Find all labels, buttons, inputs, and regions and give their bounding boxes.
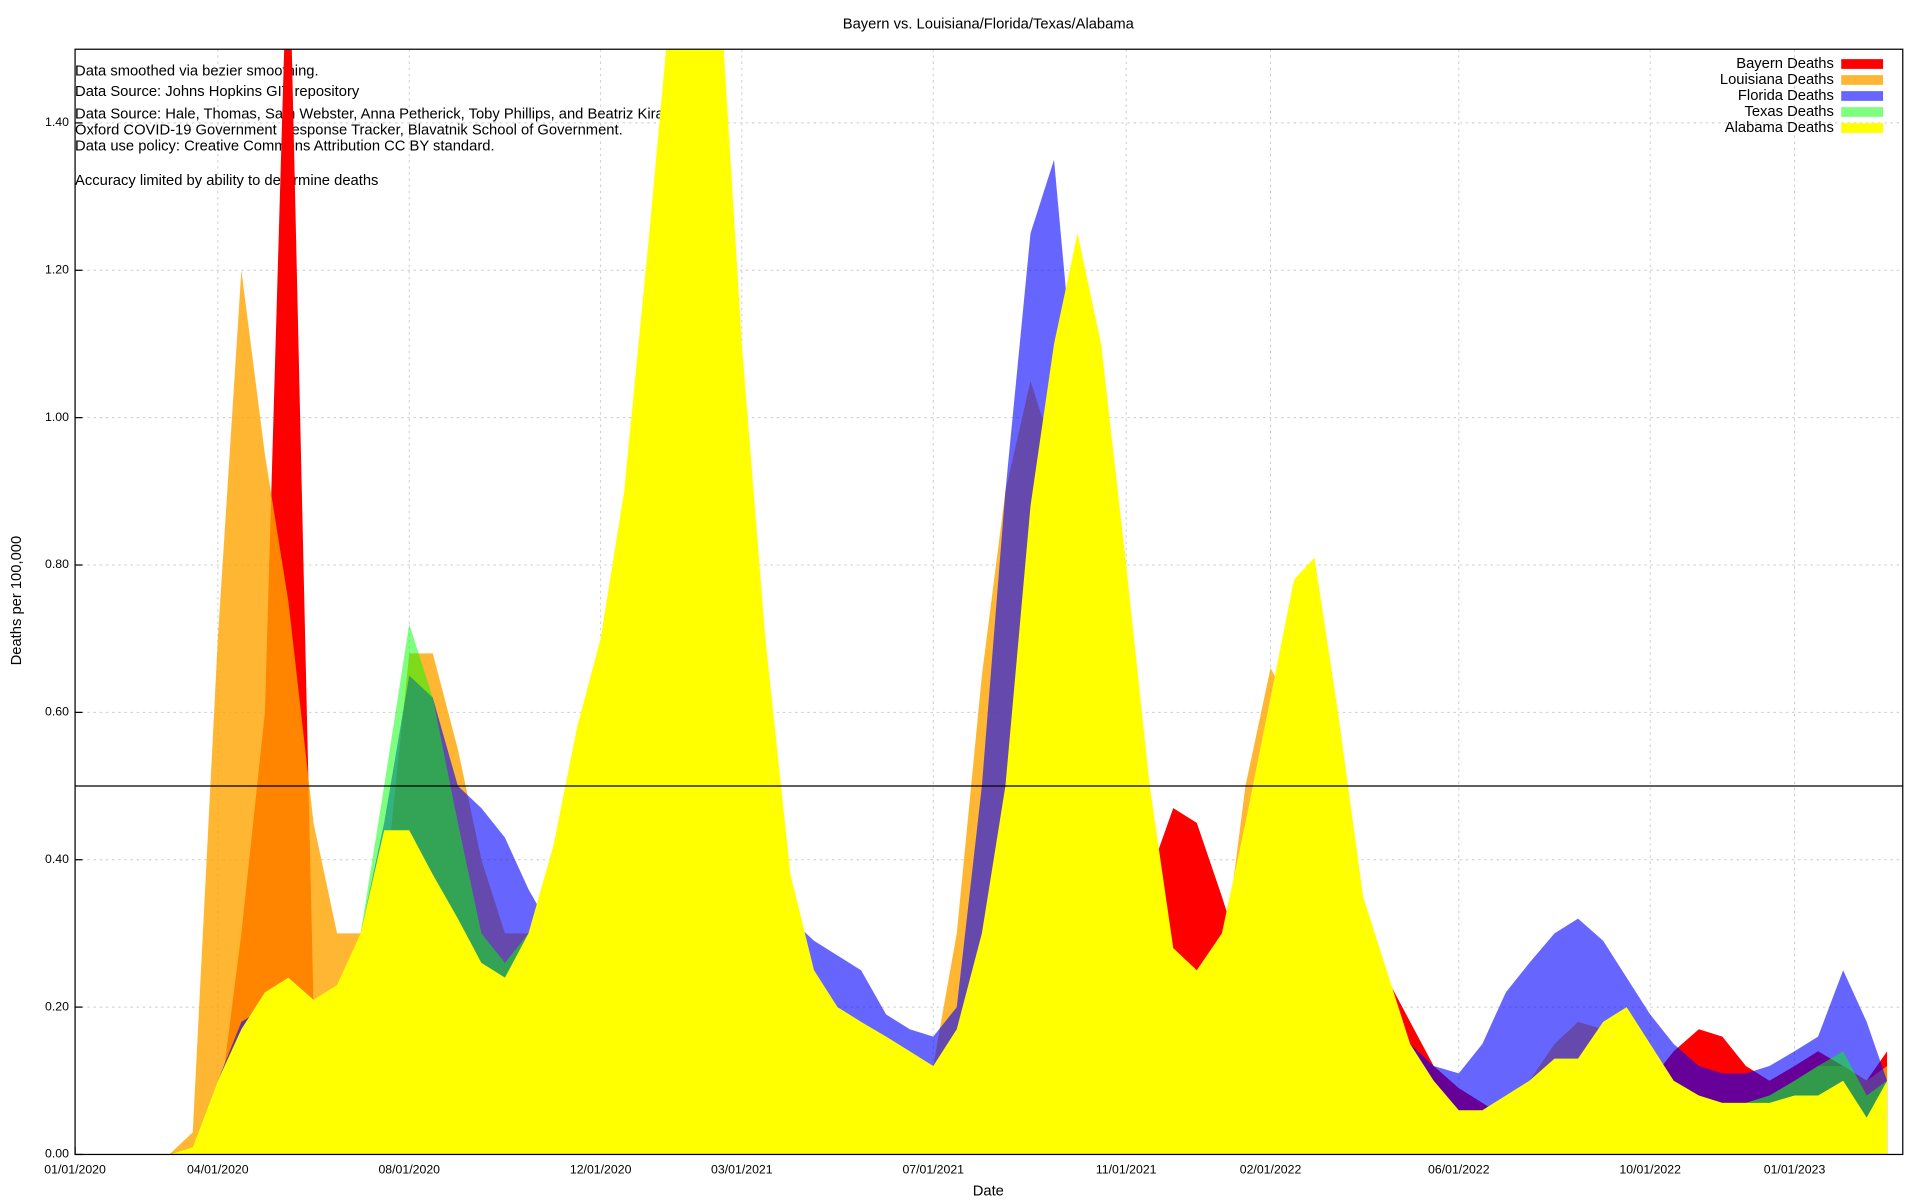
annotation: Data Source: Hale, Thomas, Sam Webster, … — [75, 106, 719, 122]
x-tick-label: 07/01/2021 — [902, 1163, 964, 1177]
x-tick-label: 06/01/2022 — [1428, 1163, 1490, 1177]
x-tick-label: 01/01/2020 — [44, 1163, 106, 1177]
annotation: Data Source: Johns Hopkins GIT repositor… — [75, 84, 360, 100]
x-tick-label: 10/01/2022 — [1619, 1163, 1681, 1177]
x-tick-label: 08/01/2020 — [378, 1163, 440, 1177]
x-tick-label: 03/01/2021 — [711, 1163, 773, 1177]
x-tick-label: 02/01/2022 — [1240, 1163, 1302, 1177]
legend-label: Alabama Deaths — [1725, 120, 1834, 136]
y-tick-label: 0.80 — [45, 557, 69, 571]
chart-title: Bayern vs. Louisiana/Florida/Texas/Alaba… — [843, 17, 1135, 33]
x-tick-label: 04/01/2020 — [187, 1163, 249, 1177]
y-tick-label: 0.20 — [45, 999, 69, 1013]
annotation: Accuracy limited by ability to determine… — [75, 173, 378, 189]
area-series — [169, 49, 1888, 1155]
legend-label: Louisiana Deaths — [1720, 72, 1834, 88]
y-tick-label: 1.40 — [45, 115, 69, 129]
legend-label: Texas Deaths — [1744, 104, 1833, 120]
x-axis-label: Date — [973, 1183, 1004, 1199]
legend-label: Bayern Deaths — [1736, 56, 1834, 72]
y-tick-label: 0.40 — [45, 852, 69, 866]
y-tick-label: 0.00 — [45, 1147, 69, 1161]
y-tick-label: 0.60 — [45, 705, 69, 719]
plot-area — [169, 49, 1888, 1155]
annotation: Data smoothed via bezier smoothing. — [75, 63, 319, 79]
x-tick-label: 01/01/2023 — [1764, 1163, 1826, 1177]
x-tick-label: 12/01/2020 — [570, 1163, 632, 1177]
area-series — [169, 49, 1888, 1155]
y-tick-label: 1.20 — [45, 263, 69, 277]
x-tick-label: 11/01/2021 — [1096, 1163, 1157, 1177]
y-tick-label: 1.00 — [45, 410, 69, 424]
annotation: Oxford COVID-19 Government Response Trac… — [75, 122, 623, 138]
legend-label: Florida Deaths — [1738, 88, 1834, 104]
y-axis-label: Deaths per 100,000 — [9, 536, 25, 666]
plot-frame — [74, 48, 1904, 1156]
